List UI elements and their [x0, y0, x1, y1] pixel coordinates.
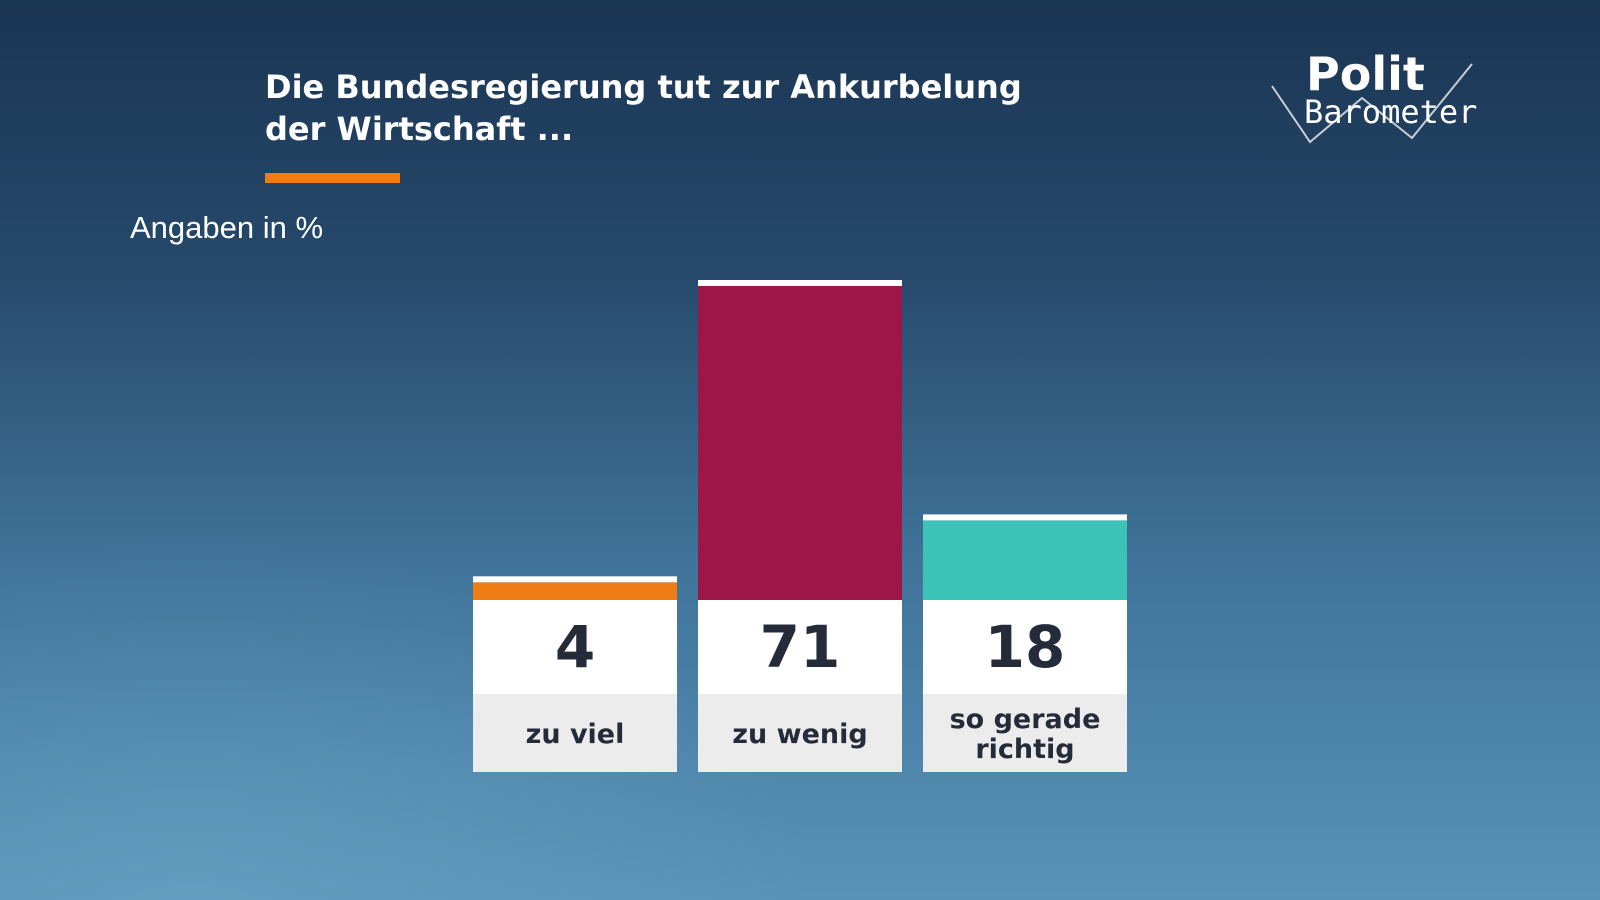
category-box-zu-wenig: [698, 694, 902, 772]
logo-text-barometer: Barometer: [1304, 93, 1478, 131]
category-label-zu-wenig: zu wenig: [732, 719, 867, 750]
bar-so-gerade-richtig: [923, 520, 1127, 600]
bar-cap-so-gerade-richtig: [923, 514, 1127, 521]
unit-label: Angaben in %: [130, 210, 324, 245]
category-box-so-gerade-richtig: [923, 694, 1127, 772]
category-label-line: zu viel: [526, 719, 625, 750]
value-label-zu-viel: 4: [555, 613, 595, 681]
bar-zu-viel: [473, 582, 677, 600]
category-label-so-gerade-richtig: so gerade richtig: [950, 704, 1101, 765]
value-box-so-gerade-richtig: [923, 600, 1127, 694]
bar-zu-wenig: [698, 286, 902, 600]
politbarometer-logo: Polit Barometer: [1262, 48, 1482, 148]
value-box-zu-wenig: [698, 600, 902, 694]
title-accent-rule: [265, 173, 400, 183]
value-box-zu-viel: [473, 600, 677, 694]
category-label-line: so gerade: [950, 704, 1101, 735]
logo-checkmark-icon: [1271, 63, 1473, 144]
chart-title: Die Bundesregierung tut zur Ankurbelung …: [265, 68, 1022, 148]
logo-text-polit: Polit: [1306, 47, 1425, 101]
category-box-zu-viel: [473, 694, 677, 772]
category-label-line: richtig: [975, 734, 1074, 765]
category-label-line: zu wenig: [732, 719, 867, 750]
bar-cap-zu-viel: [473, 576, 677, 583]
category-label-zu-viel: zu viel: [526, 719, 625, 750]
value-label-so-gerade-richtig: 18: [985, 613, 1066, 681]
bar-cap-zu-wenig: [698, 280, 902, 286]
value-label-zu-wenig: 71: [760, 613, 841, 681]
